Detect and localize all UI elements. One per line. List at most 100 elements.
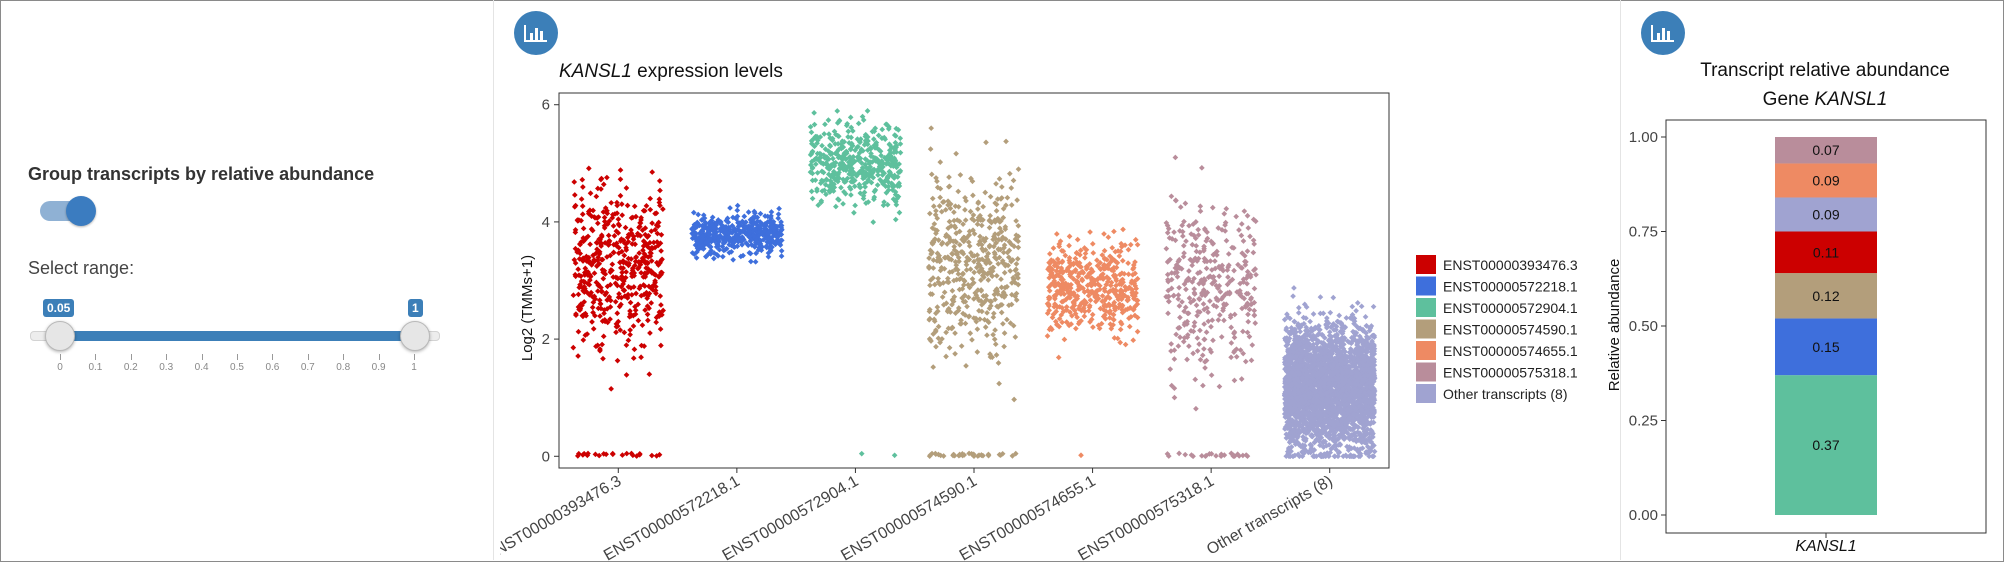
data-point (1002, 236, 1009, 242)
data-point (571, 257, 578, 263)
data-point (951, 243, 958, 250)
data-point (819, 142, 825, 149)
data-point (818, 198, 825, 204)
data-point (1085, 307, 1092, 314)
data-point (1011, 396, 1017, 403)
data-point (1109, 255, 1116, 262)
y-tick-label: 6 (542, 97, 550, 114)
data-point (944, 241, 950, 247)
toggle-knob[interactable] (66, 196, 96, 226)
bar-chart-icon (524, 25, 547, 42)
data-point (998, 276, 1004, 283)
data-point (653, 453, 660, 459)
data-point (980, 236, 987, 242)
data-point (939, 294, 946, 300)
data-point (971, 230, 978, 237)
data-point (974, 221, 981, 228)
data-point (1203, 265, 1210, 272)
y-tick-label: 2 (542, 331, 550, 348)
data-point (1118, 243, 1125, 250)
data-point (770, 218, 777, 225)
data-point (957, 172, 964, 178)
data-point (840, 166, 847, 173)
data-point (1077, 247, 1084, 254)
data-point (939, 239, 946, 246)
data-point (856, 169, 863, 175)
range-slider[interactable]: 0.05 1 0 0.1 0.2 0.3 0.4 0.5 0.6 0.7 0.8 0.9 1 (28, 296, 448, 386)
data-point (1001, 269, 1008, 276)
data-point (753, 250, 759, 257)
data-point (972, 290, 979, 296)
data-point (962, 207, 968, 213)
slider-tick-label: 0.8 (336, 362, 351, 373)
data-point (1044, 300, 1051, 307)
data-point (990, 314, 997, 321)
data-point (1075, 287, 1081, 293)
data-point (871, 188, 878, 195)
slider-min-handle[interactable] (45, 321, 75, 351)
data-point (624, 234, 631, 241)
data-point (1003, 138, 1009, 145)
data-point (977, 256, 983, 263)
scatter-points (570, 108, 1378, 460)
data-point (897, 168, 904, 174)
slider-min-badge: 0.05 (43, 299, 75, 317)
data-point (978, 222, 985, 229)
data-point (981, 270, 988, 277)
data-point (1182, 200, 1189, 207)
data-point (814, 188, 820, 194)
data-point (954, 251, 960, 258)
data-point (985, 250, 992, 257)
data-point (728, 248, 735, 255)
data-point (1007, 320, 1014, 326)
slider-max-handle[interactable] (400, 321, 430, 351)
data-point (707, 251, 714, 257)
data-point (871, 194, 878, 200)
data-point (1061, 336, 1068, 343)
data-point (851, 183, 858, 190)
data-point (991, 249, 998, 256)
data-point (653, 319, 660, 326)
group-transcripts-toggle[interactable] (40, 196, 96, 226)
data-point (1118, 321, 1125, 327)
data-point (856, 150, 863, 156)
data-point (934, 250, 941, 257)
data-point (1054, 256, 1061, 262)
data-point (960, 310, 966, 317)
data-point (892, 216, 899, 223)
data-point (896, 209, 903, 216)
data-point (631, 203, 638, 210)
data-point (988, 298, 995, 305)
data-point (629, 267, 636, 274)
data-point (817, 180, 824, 187)
data-point (887, 169, 893, 176)
data-point (937, 185, 944, 192)
data-point (867, 166, 873, 173)
data-point (640, 238, 647, 244)
data-point (1090, 250, 1097, 256)
data-point (893, 142, 900, 149)
data-point (965, 239, 972, 246)
data-point (926, 317, 933, 323)
data-point (617, 259, 623, 266)
data-point (832, 159, 839, 166)
data-point (993, 239, 999, 246)
chart-type-button[interactable] (1641, 11, 1685, 55)
data-point (1015, 281, 1022, 288)
slider-tick-label: 0 (57, 362, 63, 373)
chart-type-button[interactable] (514, 11, 558, 55)
data-point (593, 193, 600, 200)
data-point (955, 271, 962, 277)
data-point (982, 324, 989, 330)
data-point (814, 169, 821, 176)
data-point (644, 243, 651, 250)
data-point (927, 282, 933, 289)
data-point (690, 231, 697, 238)
data-point (699, 233, 706, 240)
data-point (1075, 273, 1082, 280)
data-point (756, 223, 763, 230)
data-point (989, 354, 996, 361)
data-point (927, 146, 934, 152)
group-transcripts-label: Group transcripts by relative abundance (28, 164, 375, 184)
data-point (1099, 298, 1106, 305)
